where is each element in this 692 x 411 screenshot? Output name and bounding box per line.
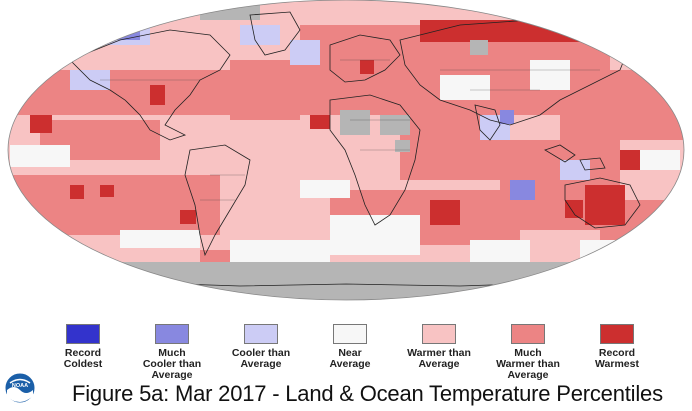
legend-swatch (155, 324, 189, 344)
legend: Record Coldest Much Cooler than Average Coole… (40, 324, 680, 384)
noaa-logo-icon: NOAA (4, 372, 36, 404)
legend-label-line: Record (64, 347, 102, 359)
country-borders (100, 59, 600, 201)
legend-swatch (511, 324, 545, 344)
legend-label: Cooler than Average (218, 348, 304, 370)
legend-item: Record Warmest (574, 324, 660, 370)
legend-item: Cooler than Average (218, 324, 304, 370)
legend-swatch (422, 324, 456, 344)
legend-item: Warmer than Average (396, 324, 482, 370)
legend-label-line: Much (514, 347, 542, 359)
legend-swatch (66, 324, 100, 344)
globe-outline (7, 0, 685, 301)
map-svg (7, 0, 685, 301)
legend-item: Much Warmer than Average (485, 324, 571, 381)
legend-swatch (244, 324, 278, 344)
legend-label: Near Average (307, 348, 393, 370)
legend-label-line: Warmest (595, 358, 639, 370)
legend-swatch (333, 324, 367, 344)
world-map (7, 0, 685, 301)
legend-label-line: Average (507, 369, 549, 381)
legend-label-line: Record (598, 347, 636, 359)
legend-label: Warmer than Average (396, 348, 482, 370)
noaa-logo: NOAA (4, 372, 36, 404)
legend-item: Near Average (307, 324, 393, 370)
noaa-logo-text: NOAA (12, 383, 28, 389)
figure-caption: Figure 5a: Mar 2017 - Land & Ocean Tempe… (72, 381, 663, 406)
legend-label-line: Cooler than (142, 358, 202, 370)
legend-label-line: Average (418, 358, 460, 370)
legend-label-line: Average (329, 358, 371, 370)
legend-label-line: Average (240, 358, 282, 370)
legend-label-line: Much (158, 347, 186, 359)
legend-item: Much Cooler than Average (129, 324, 215, 381)
legend-label-line: Coldest (63, 358, 103, 370)
legend-swatch (600, 324, 634, 344)
legend-label: Record Coldest (40, 348, 126, 370)
legend-label: Record Warmest (574, 348, 660, 370)
legend-label-line: Warmer than (496, 358, 560, 370)
legend-item: Record Coldest (40, 324, 126, 370)
legend-label-line: Cooler than (231, 347, 291, 359)
legend-label-line: Warmer than (407, 347, 471, 359)
legend-label-line: Average (151, 369, 193, 381)
legend-label: Much Warmer than Average (485, 348, 571, 381)
map-layers (8, 0, 684, 300)
legend-label-line: Near (338, 347, 362, 359)
legend-label: Much Cooler than Average (129, 348, 215, 381)
